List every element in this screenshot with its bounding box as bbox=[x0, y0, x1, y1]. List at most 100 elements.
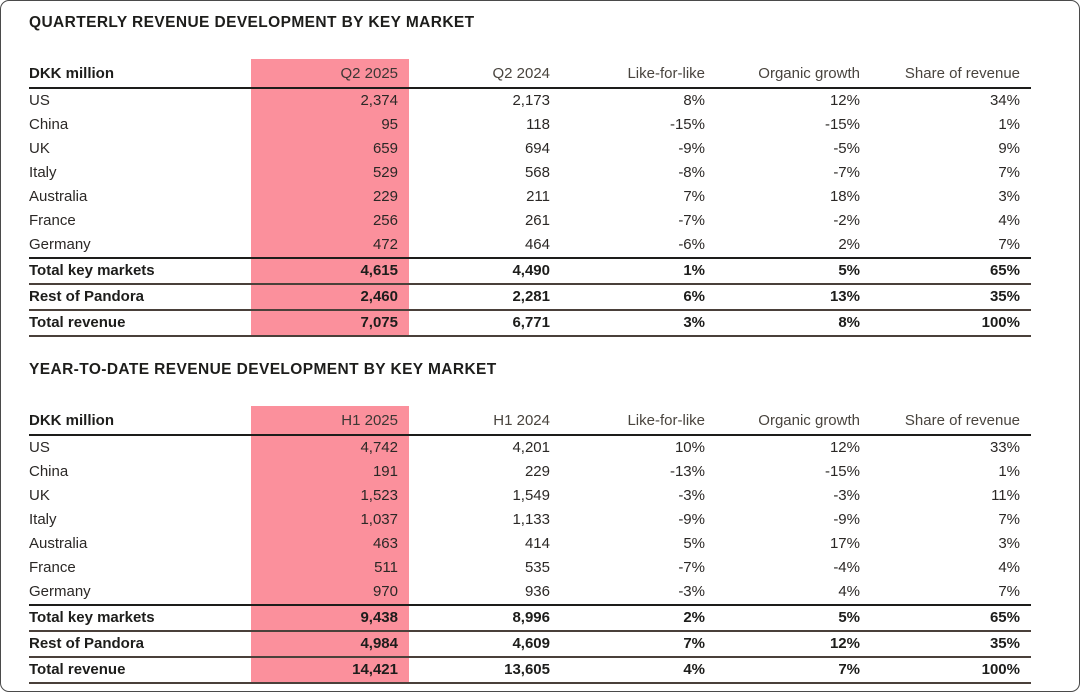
column-header: Organic growth bbox=[716, 59, 871, 89]
column-header: H1 2024 bbox=[409, 406, 561, 436]
value-cell: -6% bbox=[678, 236, 705, 253]
value-cell: -7% bbox=[678, 212, 705, 229]
value-cell: 414 bbox=[524, 535, 550, 552]
value-cell: 4,984 bbox=[251, 630, 409, 657]
value-cell: 6% bbox=[561, 283, 716, 310]
total-row: Rest of Pandora 4,984 4,609 7% 12% 35% bbox=[29, 630, 1031, 657]
value-cell: 1% bbox=[998, 463, 1020, 480]
value-cell: 5% bbox=[683, 535, 705, 552]
value-cell: 8,996 bbox=[409, 604, 561, 631]
value-cell: 1,133 bbox=[512, 511, 550, 528]
value-cell: 95 bbox=[251, 113, 409, 137]
value-cell: -9% bbox=[833, 511, 860, 528]
market-row: Italy 529 568 -8% -7% 7% bbox=[29, 161, 1031, 185]
market-label: UK bbox=[29, 487, 50, 504]
market-label: Australia bbox=[29, 188, 88, 205]
market-label: Total revenue bbox=[29, 309, 251, 337]
value-cell: 261 bbox=[524, 212, 550, 229]
value-cell: -15% bbox=[669, 116, 705, 133]
value-cell: 7% bbox=[998, 583, 1020, 600]
value-cell: 9% bbox=[998, 140, 1020, 157]
value-cell: 191 bbox=[251, 460, 409, 484]
value-cell: 2,460 bbox=[251, 283, 409, 310]
unit-column-header: DKK million bbox=[29, 406, 251, 436]
value-cell: 7% bbox=[998, 511, 1020, 528]
value-cell: 65% bbox=[871, 257, 1031, 284]
value-cell: 4,201 bbox=[512, 439, 550, 456]
header-row: DKK million H1 2025 H1 2024 Like-for-like Or… bbox=[29, 406, 1031, 436]
market-row: China 95 118 -15% -15% 1% bbox=[29, 113, 1031, 137]
value-cell: 5% bbox=[716, 604, 871, 631]
value-cell: 4,490 bbox=[409, 257, 561, 284]
value-cell: 2,281 bbox=[409, 283, 561, 310]
value-cell: 1,523 bbox=[251, 484, 409, 508]
value-cell: 17% bbox=[829, 535, 860, 552]
market-row: US 4,742 4,201 10% 12% 33% bbox=[29, 435, 1031, 460]
column-header: H1 2025 bbox=[251, 406, 409, 436]
total-row: Total revenue 7,075 6,771 3% 8% 100% bbox=[29, 309, 1031, 337]
market-row: Germany 472 464 -6% 2% 7% bbox=[29, 233, 1031, 258]
value-cell: 14,421 bbox=[251, 656, 409, 684]
value-cell: 970 bbox=[251, 580, 409, 605]
value-cell: 7% bbox=[561, 630, 716, 657]
value-cell: 2,173 bbox=[512, 92, 550, 109]
value-cell: 4% bbox=[998, 212, 1020, 229]
value-cell: 694 bbox=[524, 140, 550, 157]
value-cell: 535 bbox=[524, 559, 550, 576]
value-cell: 33% bbox=[989, 439, 1020, 456]
value-cell: 659 bbox=[251, 137, 409, 161]
market-label: Germany bbox=[29, 236, 91, 253]
market-label: Total key markets bbox=[29, 257, 251, 284]
column-header: Like-for-like bbox=[561, 59, 716, 89]
value-cell: 463 bbox=[251, 532, 409, 556]
unit-column-header: DKK million bbox=[29, 59, 251, 89]
market-label: Rest of Pandora bbox=[29, 630, 251, 657]
value-cell: 1,037 bbox=[251, 508, 409, 532]
value-cell: 8% bbox=[716, 309, 871, 337]
market-row: Australia 229 211 7% 18% 3% bbox=[29, 185, 1031, 209]
value-cell: 211 bbox=[526, 188, 550, 205]
value-cell: 7,075 bbox=[251, 309, 409, 337]
market-label: Germany bbox=[29, 583, 91, 600]
value-cell: 65% bbox=[871, 604, 1031, 631]
value-cell: 18% bbox=[829, 188, 860, 205]
value-cell: 1% bbox=[998, 116, 1020, 133]
total-row: Total key markets 9,438 8,996 2% 5% 65% bbox=[29, 604, 1031, 631]
value-cell: -7% bbox=[678, 559, 705, 576]
value-cell: 3% bbox=[998, 188, 1020, 205]
ytd-revenue-table: DKK million H1 2025 H1 2024 Like-for-like Or… bbox=[29, 406, 1031, 684]
market-row: UK 659 694 -9% -5% 9% bbox=[29, 137, 1031, 161]
value-cell: -8% bbox=[678, 164, 705, 181]
total-row: Total revenue 14,421 13,605 4% 7% 100% bbox=[29, 656, 1031, 684]
value-cell: 936 bbox=[524, 583, 550, 600]
market-label: China bbox=[29, 116, 69, 133]
market-label: Rest of Pandora bbox=[29, 283, 251, 310]
market-row: Australia 463 414 5% 17% 3% bbox=[29, 532, 1031, 556]
value-cell: 529 bbox=[251, 161, 409, 185]
value-cell: -9% bbox=[678, 511, 705, 528]
market-label: Total key markets bbox=[29, 604, 251, 631]
value-cell: -3% bbox=[678, 487, 705, 504]
value-cell: -15% bbox=[824, 463, 860, 480]
value-cell: 100% bbox=[871, 309, 1031, 337]
market-label: China bbox=[29, 463, 69, 480]
value-cell: 34% bbox=[989, 92, 1020, 109]
value-cell: 3% bbox=[561, 309, 716, 337]
value-cell: -4% bbox=[833, 559, 860, 576]
quarterly-section-title: QUARTERLY REVENUE DEVELOPMENT BY KEY MAR… bbox=[29, 14, 475, 31]
market-row: US 2,374 2,173 8% 12% 34% bbox=[29, 88, 1031, 113]
value-cell: 4,609 bbox=[409, 630, 561, 657]
column-header: Like-for-like bbox=[561, 406, 716, 436]
value-cell: -15% bbox=[824, 116, 860, 133]
value-cell: 256 bbox=[251, 209, 409, 233]
value-cell: -3% bbox=[678, 583, 705, 600]
value-cell: -13% bbox=[669, 463, 705, 480]
value-cell: 7% bbox=[716, 656, 871, 684]
market-row: Germany 970 936 -3% 4% 7% bbox=[29, 580, 1031, 605]
column-header: Organic growth bbox=[716, 406, 871, 436]
value-cell: 2% bbox=[561, 604, 716, 631]
value-cell: 8% bbox=[683, 92, 705, 109]
ytd-section-title: YEAR-TO-DATE REVENUE DEVELOPMENT BY KEY … bbox=[29, 361, 497, 378]
market-row: France 256 261 -7% -2% 4% bbox=[29, 209, 1031, 233]
